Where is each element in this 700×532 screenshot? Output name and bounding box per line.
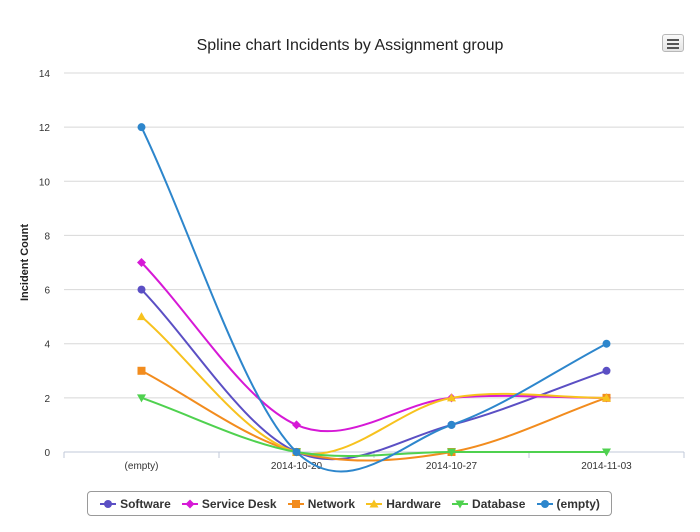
legend-marker[interactable] xyxy=(455,500,465,508)
series-line xyxy=(140,315,607,455)
legend-label: (empty) xyxy=(556,496,600,511)
legend-label: Network xyxy=(307,496,356,511)
series-line xyxy=(140,261,607,433)
legend-symbol xyxy=(536,499,553,508)
x-tick-label: 2014-10-20 xyxy=(271,461,323,472)
data-point[interactable] xyxy=(602,448,611,457)
data-point[interactable] xyxy=(137,366,146,375)
data-point[interactable] xyxy=(137,285,146,294)
legend-symbol xyxy=(452,500,469,508)
series-4 xyxy=(137,394,611,457)
y-axis-label: Incident Count xyxy=(19,224,31,301)
x-tick-label: (empty) xyxy=(125,461,159,472)
x-tick-label: 2014-10-27 xyxy=(426,461,478,472)
x-tick-label: 2014-11-03 xyxy=(581,461,632,472)
data-point[interactable] xyxy=(137,123,146,132)
legend-item[interactable]: Network xyxy=(287,497,355,511)
legend-symbol xyxy=(366,499,383,507)
y-tick-label: 2 xyxy=(44,394,50,405)
data-point[interactable] xyxy=(602,393,611,402)
y-tick-label: 6 xyxy=(44,286,50,297)
data-point[interactable] xyxy=(137,312,146,321)
data-point[interactable] xyxy=(137,394,146,403)
legend-item[interactable]: Database xyxy=(451,497,525,511)
legend-item[interactable]: Service Desk xyxy=(181,497,277,511)
legend-item[interactable]: (empty) xyxy=(536,497,600,511)
legend-marker[interactable] xyxy=(104,499,113,508)
data-point[interactable] xyxy=(447,393,456,402)
axes: 0 2 4 6 8 10 12 14 (empty) 2014-10-20 2014-10-27 20… xyxy=(39,69,685,472)
y-tick-label: 10 xyxy=(39,177,51,188)
legend-marker[interactable] xyxy=(369,499,379,507)
legend-marker[interactable] xyxy=(540,499,549,508)
hamburger-menu-icon[interactable] xyxy=(662,34,684,52)
legend-symbol xyxy=(287,499,304,508)
grid xyxy=(64,72,684,399)
legend-symbol xyxy=(181,499,198,508)
data-point[interactable] xyxy=(602,366,611,375)
series-line xyxy=(141,396,607,457)
legend: Software Service Desk Network Hardware Datab… xyxy=(87,491,612,516)
legend-item[interactable]: Software xyxy=(99,497,171,511)
series-5 xyxy=(137,123,611,473)
y-tick-label: 14 xyxy=(39,69,51,80)
legend-marker[interactable] xyxy=(185,499,195,508)
series-line xyxy=(141,369,607,462)
y-tick-label: 4 xyxy=(44,340,50,351)
data-point[interactable] xyxy=(602,339,611,348)
legend-symbol xyxy=(100,499,117,508)
y-tick-label: 0 xyxy=(44,448,50,459)
legend-marker[interactable] xyxy=(291,499,300,508)
legend-label: Service Desk xyxy=(201,496,277,511)
series-line xyxy=(140,126,607,473)
data-point[interactable] xyxy=(292,420,301,430)
data-point[interactable] xyxy=(447,448,456,457)
y-tick-label: 12 xyxy=(39,123,51,134)
series-3 xyxy=(137,312,611,456)
legend-item[interactable]: Hardware xyxy=(365,497,441,511)
data-point[interactable] xyxy=(137,258,146,267)
legend-label: Hardware xyxy=(386,496,441,511)
series xyxy=(137,123,611,473)
chart-title: Spline chart Incidents by Assignment gro… xyxy=(197,37,504,54)
legend-label: Software xyxy=(120,496,171,511)
data-point[interactable] xyxy=(292,448,301,456)
legend-label: Database xyxy=(472,496,526,511)
data-point[interactable] xyxy=(447,420,456,429)
y-tick-label: 8 xyxy=(44,231,50,242)
